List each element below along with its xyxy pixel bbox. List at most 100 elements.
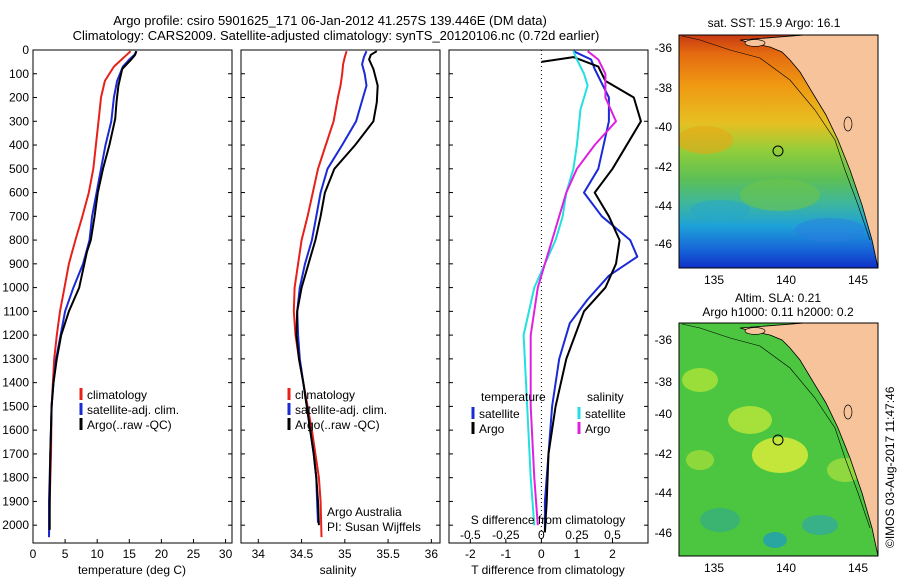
legend-label: satellite-adj. clim. (87, 403, 179, 417)
depth-tick-label: 800 (9, 233, 29, 247)
depth-tick-label: 1500 (2, 399, 29, 413)
depth-tick-label: 0 (22, 43, 29, 57)
legend-label: satellite-adj. clim. (295, 403, 387, 417)
sla-float-marker (772, 434, 784, 446)
sla-lat-tick: -42 (655, 447, 673, 461)
legend-title: salinity (587, 390, 624, 404)
series-line-climatology (48, 50, 132, 538)
sla-lat-tick: -36 (655, 333, 673, 347)
legend-label: Argo (585, 422, 611, 436)
sst-map-lon-ticks: 135 140 145 (704, 273, 868, 287)
depth-tick-label: 1300 (2, 352, 29, 366)
x-tick-label: 34.5 (290, 547, 314, 561)
figure-title-line2: Climatology: CARS2009. Satellite-adjuste… (72, 28, 600, 43)
sla-map-lon-ticks: 135 140 145 (704, 561, 868, 575)
depth-tick-label: 1900 (2, 494, 29, 508)
x-tick-label: 35.5 (376, 547, 400, 561)
depth-tick-label: 1200 (2, 328, 29, 342)
sst-lat-tick: -40 (655, 120, 673, 134)
depth-tick-label: 2000 (2, 518, 29, 532)
x-tick-label: 1 (574, 547, 581, 561)
sla-map-title-line2: Argo h1000: 0.11 h2000: 0.2 (702, 305, 854, 319)
s-tick-label: -0.25 (492, 528, 520, 542)
depth-tick-label: 1000 (2, 281, 29, 295)
sla-lat-tick: -46 (655, 526, 673, 540)
sla-lon-tick: 145 (848, 561, 868, 575)
sst-lat-tick: -38 (655, 81, 673, 95)
depth-tick-label: 600 (9, 186, 29, 200)
x-tick-label: -1 (501, 547, 512, 561)
x-tick-label: 36 (425, 547, 439, 561)
depth-tick-label: 200 (9, 91, 29, 105)
legend-title: temperature (481, 390, 546, 404)
credit-text: Argo Australia (327, 505, 402, 519)
legend-label: climatology (87, 388, 147, 402)
sst-lon-tick: 140 (776, 273, 796, 287)
sst-lat-tick: -44 (655, 199, 673, 213)
sst-lat-tick: -42 (655, 160, 673, 174)
x-tick-label: 15 (123, 547, 137, 561)
legend-label: satellite (585, 407, 626, 421)
profile-lines-layer (48, 50, 642, 538)
sla-lat-tick: -44 (655, 486, 673, 500)
x-tick-label: 20 (155, 547, 169, 561)
series-line-argo (541, 56, 642, 533)
sla-lat-tick: -40 (655, 407, 673, 421)
series-line-satellite (543, 50, 639, 533)
legend-label: satellite (479, 407, 520, 421)
sst-map-title: sat. SST: 15.9 Argo: 16.1 (707, 16, 841, 30)
t-diff-xlabel: T difference from climatology (471, 563, 625, 577)
s-tick-label: 0.25 (565, 528, 589, 542)
s-tick-label: -0.5 (460, 528, 481, 542)
sst-lat-tick: -36 (655, 41, 673, 55)
watermark-text: ©IMOS 03-Aug-2017 11:47:46 (883, 386, 897, 548)
series-line-satellite-adj-clim- (48, 50, 138, 538)
depth-tick-label: 1400 (2, 376, 29, 390)
x-tick-label: -2 (465, 547, 476, 561)
depth-tick-label: 400 (9, 138, 29, 152)
sst-map-lat-ticks: -36 -38 -40 -42 -44 -46 (655, 41, 673, 251)
sla-map-lat-ticks: -36 -38 -40 -42 -44 -46 (655, 333, 673, 540)
series-line-satellite (522, 50, 589, 526)
depth-tick-label: 1700 (2, 447, 29, 461)
depth-tick-label: 1800 (2, 471, 29, 485)
series-line-satellite-adj-clim- (296, 50, 368, 523)
salinity-plot-frame (240, 49, 441, 544)
legend-label: Argo(..raw -QC) (87, 418, 172, 432)
salinity-xlabel: salinity (319, 563, 357, 577)
pi-text: PI: Susan Wijffels (327, 520, 421, 534)
x-tick-label: 0 (538, 547, 545, 561)
depth-tick-label: 300 (9, 114, 29, 128)
legend-label: Argo (479, 422, 505, 436)
x-tick-label: 35 (338, 547, 352, 561)
x-tick-label: 25 (187, 547, 201, 561)
sst-lon-tick: 145 (848, 273, 868, 287)
sla-lon-tick: 140 (776, 561, 796, 575)
depth-tick-label: 900 (9, 257, 29, 271)
depth-tick-label: 100 (9, 67, 29, 81)
x-tick-label: 34 (252, 547, 266, 561)
temperature-xlabel: temperature (deg C) (77, 563, 187, 577)
temperature-plot-frame (32, 49, 233, 544)
sst-lon-tick: 135 (704, 273, 724, 287)
legend-label: climatology (295, 388, 355, 402)
depth-tick-label: 1100 (3, 304, 29, 318)
depth-tick-label: 700 (9, 209, 29, 223)
x-tick-label: 5 (62, 547, 69, 561)
x-tick-label: 10 (91, 547, 105, 561)
depth-tick-label: 1600 (2, 423, 29, 437)
legend-label: Argo(..raw -QC) (295, 418, 380, 432)
difference-plot-frame (448, 49, 649, 544)
sst-lat-tick: -46 (655, 237, 673, 251)
series-line-argo-raw-qc- (295, 50, 379, 526)
series-line-climatology (292, 50, 348, 538)
series-line-argo-raw-qc- (48, 50, 138, 530)
s-tick-label: 0.5 (604, 528, 621, 542)
sla-lon-tick: 135 (704, 561, 724, 575)
sla-map-title-line1: Altim. SLA: 0.21 (734, 291, 822, 305)
x-tick-label: 2 (609, 547, 616, 561)
sla-map (679, 323, 878, 556)
x-tick-label: 30 (219, 547, 233, 561)
